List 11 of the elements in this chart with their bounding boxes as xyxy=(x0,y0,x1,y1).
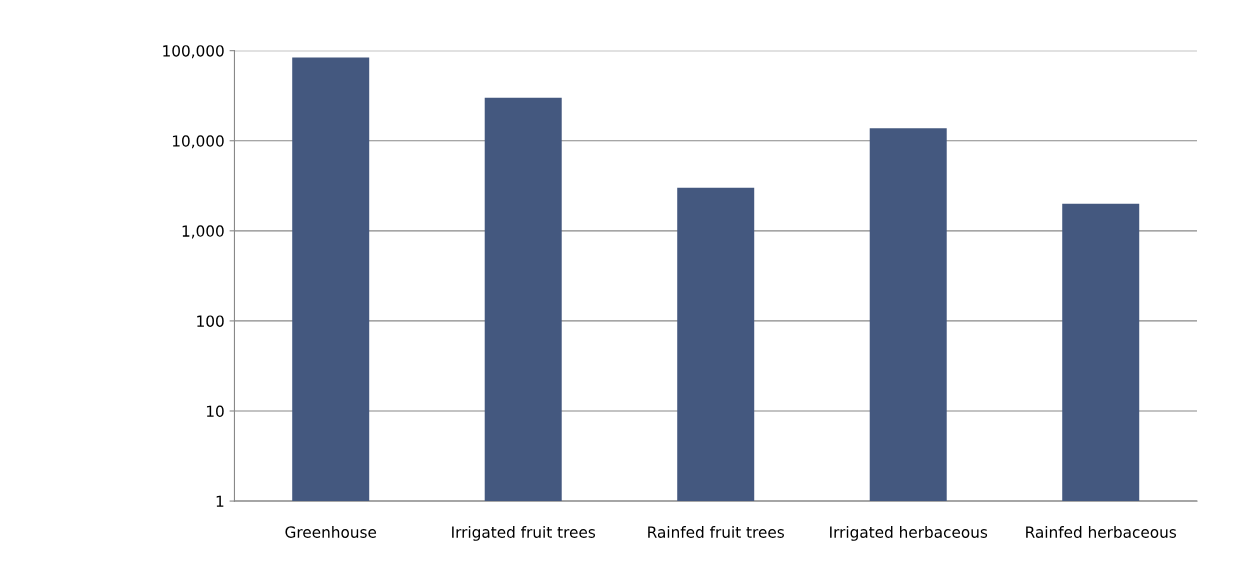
x-tick-label: Irrigated fruit trees xyxy=(452,526,596,541)
x-tick-label: Rainfed fruit trees xyxy=(648,526,784,538)
x-tick-label: Irrigated herbaceous xyxy=(830,526,988,541)
y-tick-label: 100 xyxy=(197,315,224,327)
y-tick-label: 10 xyxy=(206,405,224,418)
y-tick-label: 10,000 xyxy=(172,135,224,149)
x-tick-label: Rainfed herbaceous xyxy=(1026,526,1177,538)
y-tick-label: 1 xyxy=(216,495,224,507)
x-tick-label: Greenhouse xyxy=(285,526,377,538)
y-tick-label: 100,000 xyxy=(163,45,224,59)
y-tick-label: 1,000 xyxy=(182,225,224,239)
